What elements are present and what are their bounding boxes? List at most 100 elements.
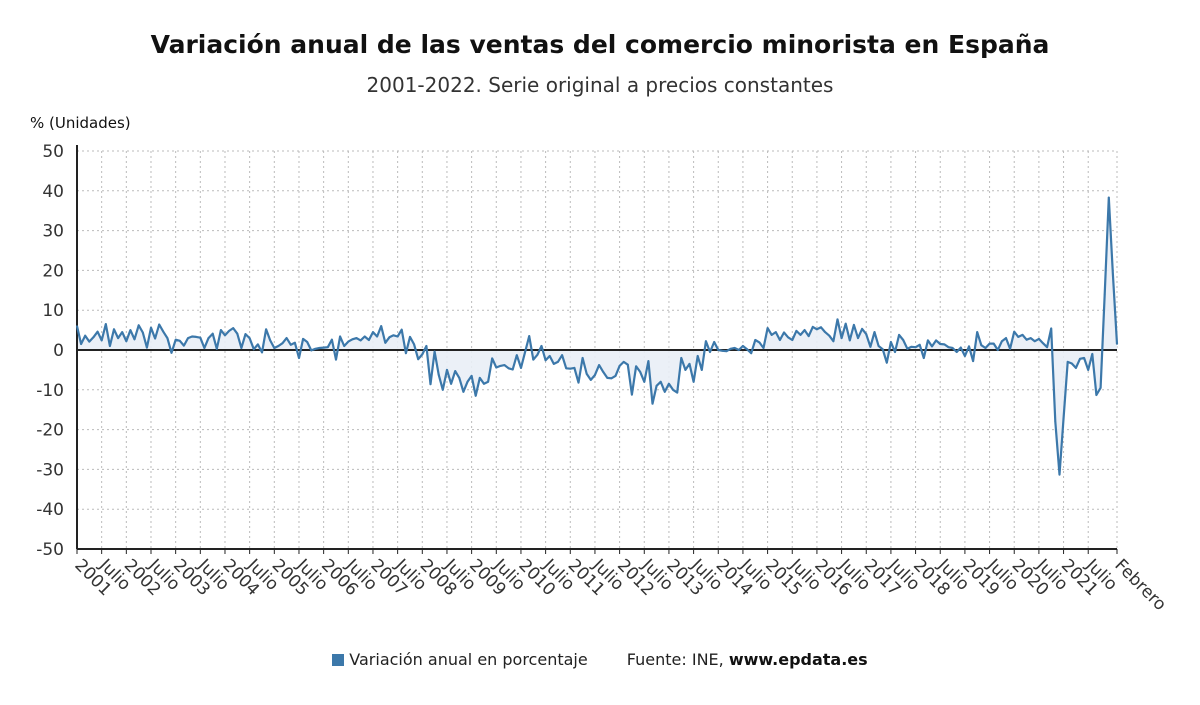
data-point xyxy=(265,328,267,331)
data-point xyxy=(635,365,637,368)
data-point xyxy=(322,346,325,349)
data-point xyxy=(335,358,337,361)
data-point xyxy=(100,339,103,342)
data-point xyxy=(104,323,107,325)
data-point xyxy=(1033,340,1036,343)
data-point xyxy=(178,339,181,342)
data-point xyxy=(433,350,436,353)
data-point xyxy=(877,345,880,347)
data-point xyxy=(474,394,477,397)
data-point xyxy=(1038,338,1040,340)
data-point xyxy=(248,337,251,339)
data-point xyxy=(1054,420,1057,423)
series-area xyxy=(77,197,1117,475)
data-point xyxy=(700,369,703,371)
data-point xyxy=(746,348,748,351)
data-point xyxy=(536,353,539,356)
data-point xyxy=(663,390,666,393)
y-tick-label: -10 xyxy=(36,381,64,401)
data-point xyxy=(520,367,522,369)
data-point xyxy=(655,384,658,387)
data-point xyxy=(310,349,313,352)
data-point xyxy=(869,345,872,348)
data-point xyxy=(885,361,888,364)
data-point xyxy=(713,341,716,343)
data-point xyxy=(158,323,161,326)
data-point xyxy=(795,330,798,332)
data-point xyxy=(881,348,884,351)
data-point xyxy=(873,331,876,333)
data-point xyxy=(668,382,670,385)
data-point xyxy=(261,351,263,354)
chart-title: Variación anual de las ventas del comerc… xyxy=(150,30,1050,59)
data-point xyxy=(857,337,859,339)
data-point xyxy=(425,345,428,347)
data-point xyxy=(927,339,929,342)
data-point xyxy=(561,354,563,357)
data-point xyxy=(187,337,189,339)
data-point xyxy=(676,391,679,394)
data-point xyxy=(791,339,794,341)
data-point xyxy=(557,361,559,363)
data-point xyxy=(96,330,99,333)
data-point xyxy=(166,337,169,339)
data-point xyxy=(943,343,946,346)
data-point xyxy=(811,326,814,328)
data-point xyxy=(853,324,855,326)
data-point xyxy=(894,351,896,353)
data-point xyxy=(339,335,341,338)
data-point xyxy=(1058,473,1061,476)
data-point xyxy=(109,345,111,347)
data-point xyxy=(1021,334,1024,336)
data-point xyxy=(162,330,165,333)
data-point xyxy=(976,331,979,333)
data-point xyxy=(220,329,222,331)
data-point xyxy=(721,349,724,352)
data-point xyxy=(717,349,720,351)
data-point xyxy=(1066,361,1069,363)
data-point xyxy=(910,345,913,348)
data-point xyxy=(515,354,518,357)
data-point xyxy=(1099,386,1102,389)
data-point xyxy=(844,322,847,325)
data-point xyxy=(737,349,740,351)
data-point xyxy=(1017,336,1020,338)
data-point xyxy=(441,388,444,391)
data-point xyxy=(770,334,773,336)
data-point xyxy=(581,357,584,359)
x-tick-label: Febrero xyxy=(1110,555,1170,615)
data-point xyxy=(696,355,699,357)
data-point xyxy=(240,347,243,349)
data-point xyxy=(417,358,420,361)
data-point xyxy=(347,340,350,343)
data-point xyxy=(959,346,962,349)
data-point xyxy=(742,345,744,347)
data-point xyxy=(816,328,818,331)
data-point xyxy=(117,337,119,339)
data-point xyxy=(487,380,489,383)
data-point xyxy=(306,341,309,343)
data-point xyxy=(154,337,157,340)
data-point xyxy=(651,402,654,405)
data-point xyxy=(294,341,296,344)
data-point xyxy=(446,369,448,371)
data-point xyxy=(762,347,765,349)
data-point xyxy=(429,383,432,386)
data-point xyxy=(1001,340,1003,343)
data-point xyxy=(314,347,317,350)
data-point xyxy=(692,380,695,383)
data-point xyxy=(688,363,691,365)
data-point xyxy=(511,368,514,371)
data-point xyxy=(252,348,255,351)
data-point xyxy=(318,347,321,349)
data-point xyxy=(1046,346,1048,349)
data-point xyxy=(400,328,403,331)
data-point xyxy=(137,324,140,327)
data-point xyxy=(285,337,288,339)
data-point xyxy=(914,346,917,349)
y-tick-label: 30 xyxy=(42,222,64,242)
data-point xyxy=(150,326,152,329)
data-point xyxy=(380,325,383,327)
data-point xyxy=(331,338,333,341)
data-point xyxy=(199,336,202,339)
